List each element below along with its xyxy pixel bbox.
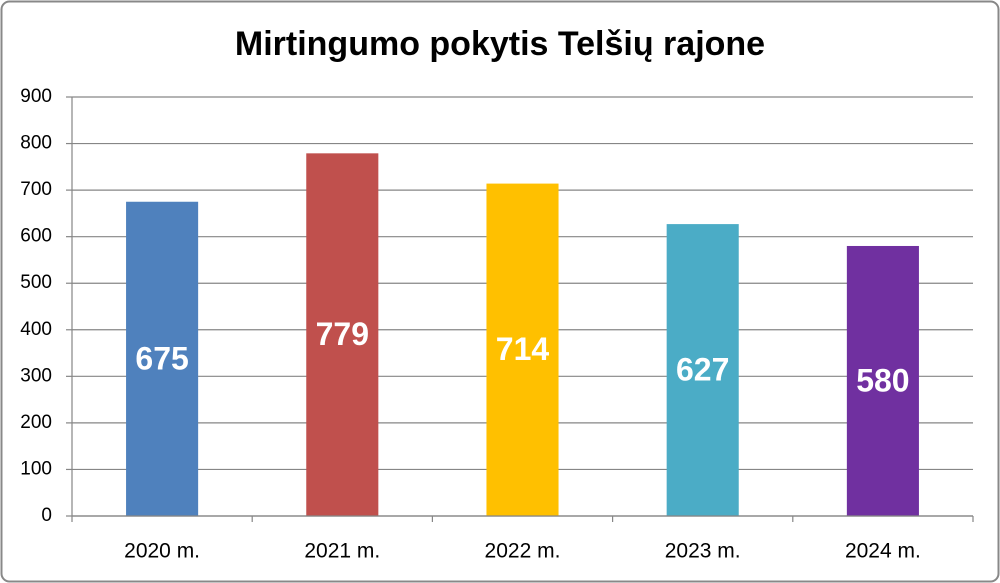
y-tick-label: 200: [20, 412, 52, 433]
bar: [126, 201, 199, 516]
x-tick-label: 2020 m.: [124, 540, 200, 563]
x-tick-label: 2023 m.: [665, 540, 741, 563]
y-tick-label: 300: [20, 365, 52, 386]
y-tick-label: 100: [20, 458, 52, 479]
bar: [306, 153, 379, 517]
data-label: 627: [676, 352, 729, 388]
data-label: 580: [856, 362, 909, 398]
x-tick-label: 2022 m.: [485, 540, 561, 563]
y-tick-label: 500: [20, 272, 52, 293]
y-tick-label: 400: [20, 319, 52, 340]
data-label: 714: [496, 331, 550, 367]
data-label: 675: [135, 340, 188, 376]
bar: [846, 245, 919, 516]
chart-title: Mirtingumo pokytis Telšių rajone: [235, 25, 765, 63]
y-tick-label: 0: [41, 505, 52, 526]
y-tick-label: 900: [20, 86, 52, 107]
data-label: 779: [316, 316, 369, 352]
x-tick-label: 2024 m.: [845, 540, 921, 563]
bar: [666, 224, 739, 516]
x-tick-label: 2021 m.: [304, 540, 380, 563]
bar: [486, 183, 559, 517]
y-tick-label: 800: [20, 133, 52, 154]
y-tick-label: 600: [20, 226, 52, 247]
y-tick-label: 700: [20, 179, 52, 200]
